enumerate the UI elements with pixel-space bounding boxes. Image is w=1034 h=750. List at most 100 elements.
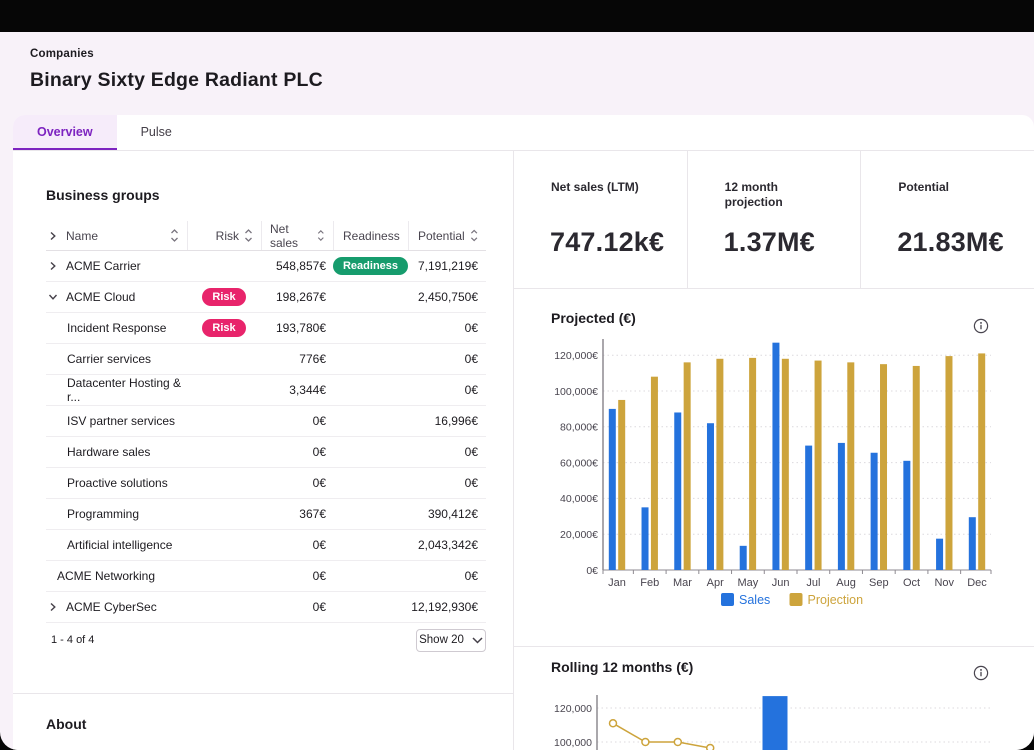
row-potential: 12,192,930€ <box>408 600 486 614</box>
tab-overview[interactable]: Overview <box>13 115 117 150</box>
row-potential: 7,191,219€ <box>408 259 486 273</box>
bar-projection-dec[interactable] <box>978 353 985 570</box>
page-size-dropdown[interactable]: Show 20 <box>416 629 486 652</box>
info-icon[interactable] <box>973 318 989 339</box>
svg-text:Feb: Feb <box>640 577 659 589</box>
row-net-sales: 548,857€ <box>261 259 333 273</box>
projected-bar-chart[interactable]: 20,000€40,000€60,000€80,000€100,000€120,… <box>551 337 1011 609</box>
business-groups-table: NameRiskNet salesReadinessPotential ACME… <box>46 221 486 623</box>
kpi-label: Net sales (LTM) <box>551 180 643 195</box>
rolling-chart-section: Rolling 12 months (€) 120,000100,000 <box>514 647 1034 750</box>
chevron-down-icon <box>472 637 483 644</box>
table-row[interactable]: Carrier services776€0€ <box>46 344 486 375</box>
sort-icon[interactable] <box>317 229 325 242</box>
table-row[interactable]: Programming367€390,412€ <box>46 499 486 530</box>
kpi-card-potential: Potential21.83M€ <box>860 151 1034 288</box>
bar-projection-apr[interactable] <box>716 359 723 570</box>
column-header-risk[interactable]: Risk <box>187 221 261 250</box>
section-divider <box>13 693 513 694</box>
bar-sales-jun[interactable] <box>772 343 779 570</box>
bar-sales-may[interactable] <box>740 546 747 570</box>
bar-sales-jan[interactable] <box>609 409 616 570</box>
row-potential: 0€ <box>408 383 486 397</box>
bar-projection-oct[interactable] <box>913 366 920 570</box>
row-net-sales: 3,344€ <box>261 383 333 397</box>
bar-sales-feb[interactable] <box>642 507 649 570</box>
svg-text:120,000€: 120,000€ <box>554 350 598 362</box>
table-row[interactable]: ACME CyberSec0€12,192,930€ <box>46 592 486 623</box>
bar-sales-aug[interactable] <box>838 443 845 570</box>
row-expand-icon[interactable] <box>48 261 58 271</box>
row-net-sales: 0€ <box>261 414 333 428</box>
panels: Business groups NameRiskNet salesReadine… <box>13 151 1034 750</box>
row-name-cell: Datacenter Hosting & r... <box>46 376 187 404</box>
bar-projection-jun[interactable] <box>782 359 789 570</box>
bar-sales-oct[interactable] <box>903 461 910 570</box>
rolling-chart-title: Rolling 12 months (€) <box>551 659 693 675</box>
row-name-cell: Hardware sales <box>46 445 187 459</box>
table-row[interactable]: ISV partner services0€16,996€ <box>46 406 486 437</box>
breadcrumb[interactable]: Companies <box>30 48 1034 60</box>
bar-sales-apr[interactable] <box>707 423 714 570</box>
row-potential: 390,412€ <box>408 507 486 521</box>
row-net-sales: 0€ <box>261 538 333 552</box>
bar-projection-jul[interactable] <box>815 361 822 570</box>
svg-text:100,000: 100,000 <box>554 737 592 749</box>
bar-projection-mar[interactable] <box>684 362 691 570</box>
svg-text:40,000€: 40,000€ <box>560 493 598 505</box>
bar-sales-mar[interactable] <box>674 412 681 570</box>
row-name-cell: Artificial intelligence <box>46 538 187 552</box>
page-size-label: Show 20 <box>419 634 464 646</box>
svg-text:Jul: Jul <box>806 577 820 589</box>
table-row[interactable]: Hardware sales0€0€ <box>46 437 486 468</box>
pagination-range: 1 - 4 of 4 <box>46 634 94 646</box>
sort-icon[interactable] <box>170 229 179 242</box>
rolling-line-marker[interactable] <box>707 744 714 750</box>
info-icon[interactable] <box>973 665 989 686</box>
table-row[interactable]: ACME Carrier548,857€Readiness7,191,219€ <box>46 251 486 282</box>
bar-projection-sep[interactable] <box>880 364 887 570</box>
table-row[interactable]: Artificial intelligence0€2,043,342€ <box>46 530 486 561</box>
column-header-net-sales[interactable]: Net sales <box>261 221 333 250</box>
row-name-cell: ACME Networking <box>46 569 187 583</box>
rolling-line-marker[interactable] <box>642 739 649 746</box>
kpi-label: Potential <box>898 180 990 195</box>
rolling-mixed-chart[interactable]: 120,000100,000 <box>551 691 1011 750</box>
row-name-cell: ACME CyberSec <box>46 600 187 614</box>
svg-text:100,000€: 100,000€ <box>554 386 598 398</box>
column-header-name[interactable]: Name <box>46 221 187 250</box>
rolling-line-marker[interactable] <box>610 720 617 727</box>
bar-projection-feb[interactable] <box>651 377 658 570</box>
sort-icon[interactable] <box>244 229 253 242</box>
bar-projection-jan[interactable] <box>618 400 625 570</box>
table-row[interactable]: ACME Networking0€0€ <box>46 561 486 592</box>
table-row[interactable]: ACME CloudRisk198,267€2,450,750€ <box>46 282 486 313</box>
rolling-bar[interactable] <box>763 696 788 750</box>
bar-projection-nov[interactable] <box>945 356 952 570</box>
bar-sales-nov[interactable] <box>936 539 943 570</box>
expand-all-icon[interactable] <box>48 231 58 241</box>
table-footer: 1 - 4 of 4 Show 20 <box>46 628 486 652</box>
row-collapse-icon[interactable] <box>48 292 58 302</box>
bar-projection-aug[interactable] <box>847 362 854 570</box>
sort-icon[interactable] <box>470 229 478 242</box>
row-name: ISV partner services <box>67 414 175 428</box>
row-expand-icon[interactable] <box>48 602 58 612</box>
row-name: Proactive solutions <box>67 476 168 490</box>
column-header-readiness[interactable]: Readiness <box>333 221 408 250</box>
svg-text:0€: 0€ <box>586 565 598 577</box>
column-header-potential[interactable]: Potential <box>408 221 486 250</box>
table-row[interactable]: Incident ResponseRisk193,780€0€ <box>46 313 486 344</box>
row-name: Artificial intelligence <box>67 538 172 552</box>
bar-projection-may[interactable] <box>749 358 756 570</box>
bar-sales-sep[interactable] <box>871 453 878 570</box>
bar-sales-jul[interactable] <box>805 446 812 570</box>
table-row[interactable]: Proactive solutions0€0€ <box>46 468 486 499</box>
tab-pulse[interactable]: Pulse <box>117 115 196 150</box>
rolling-line-marker[interactable] <box>674 739 681 746</box>
row-name-cell: ACME Cloud <box>46 290 187 304</box>
legend-swatch <box>790 593 803 606</box>
table-row[interactable]: Datacenter Hosting & r... 3,344€ 0€ <box>46 375 486 406</box>
bar-sales-dec[interactable] <box>969 517 976 570</box>
kpi-value: 747.12k€ <box>550 227 664 258</box>
